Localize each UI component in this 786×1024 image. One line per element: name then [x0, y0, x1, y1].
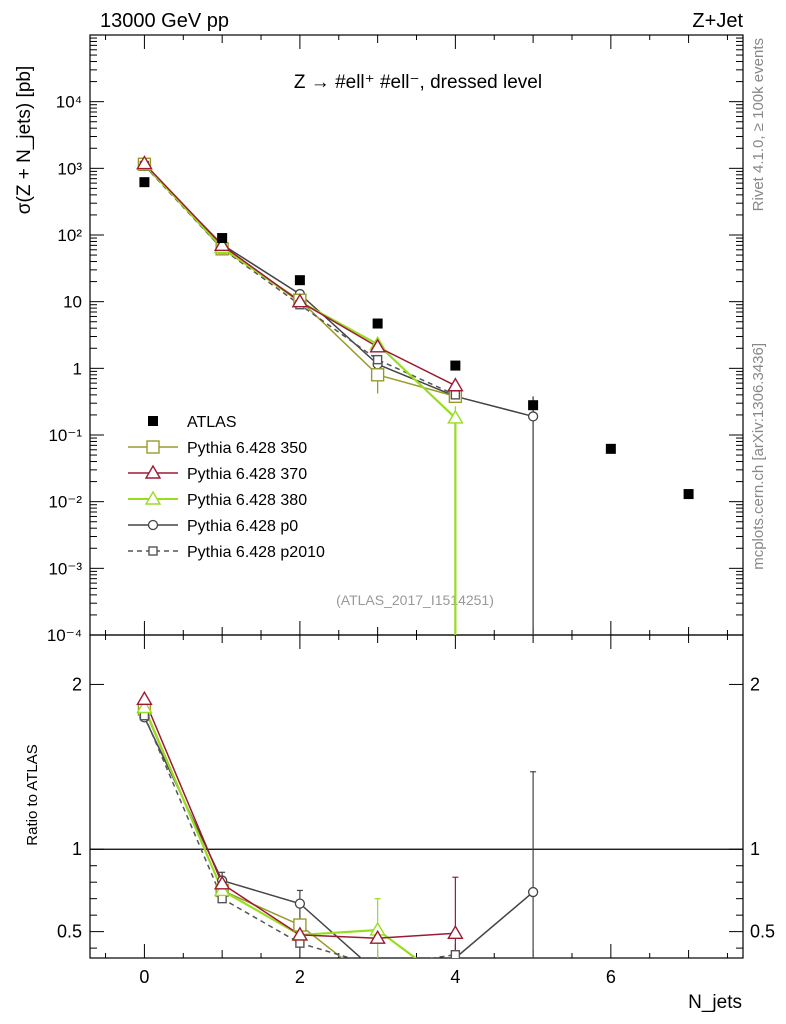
atlas-data-point	[294, 275, 305, 286]
ratio-data-point	[136, 690, 153, 705]
y-tick-label: 10	[63, 293, 82, 312]
atlas-data-point	[528, 400, 539, 411]
x-tick-label: 0	[139, 967, 149, 987]
y-tick-label: 10⁴	[56, 93, 82, 112]
legend-marker	[148, 416, 158, 426]
atlas-data-point	[605, 443, 616, 454]
ratio-y-tick-label: 0.5	[57, 922, 82, 942]
main-y-axis-label: σ(Z + N_jets) [pb]	[14, 66, 35, 214]
data-point	[447, 409, 464, 424]
legend-label: Pythia 6.428 380	[187, 492, 307, 509]
ratio-data-point	[450, 950, 461, 958]
y-tick-label: 10³	[57, 159, 82, 178]
data-point	[447, 377, 464, 392]
legend-marker	[147, 519, 159, 531]
data-point	[527, 411, 539, 422]
atlas-data-point	[683, 489, 694, 500]
header-process-label: Z+Jet	[692, 10, 743, 32]
atlas-data-point	[450, 360, 461, 371]
series-line	[143, 163, 456, 387]
x-axis-label: N_jets	[688, 992, 742, 1013]
series-line	[143, 165, 534, 418]
legend-label: ATLAS	[187, 414, 237, 431]
ratio-data-point	[447, 924, 464, 939]
legend-label: Pythia 6.428 350	[187, 440, 307, 457]
y-tick-label: 10⁻⁴	[47, 626, 82, 645]
ratio-data-point	[213, 875, 231, 890]
atlas-data-point	[139, 177, 150, 188]
ratio-data-point	[294, 898, 306, 909]
legend-marker	[144, 464, 162, 479]
ratio-y-tick-label: 2	[72, 674, 82, 694]
legend-marker	[148, 546, 158, 556]
y-tick-label: 10⁻¹	[48, 426, 82, 445]
legend-marker	[144, 490, 162, 505]
data-point	[450, 390, 461, 400]
data-point	[136, 155, 153, 170]
legend-label: Pythia 6.428 p0	[187, 518, 298, 535]
ratio-data-point	[136, 699, 153, 714]
ratio-y-tick-label: 1	[72, 839, 82, 859]
ratio-y-tick-label-right: 2	[750, 674, 760, 694]
ratio-data-point	[291, 926, 309, 941]
y-tick-label: 10²	[57, 226, 82, 245]
legend-marker	[146, 440, 160, 454]
atlas-data-point	[217, 233, 228, 244]
x-tick-label: 2	[295, 967, 305, 987]
y-tick-label: 1	[73, 359, 82, 378]
analysis-label: (ATLAS_2017_I1514251)	[336, 592, 494, 608]
ratio-plot-frame	[89, 634, 744, 959]
data-point	[370, 368, 385, 382]
mcplots-label: mcplots.cern.ch [arXiv:1306.3436]	[750, 343, 767, 570]
ratio-data-point	[527, 886, 539, 898]
legend-label: Pythia 6.428 p2010	[187, 544, 325, 561]
legend-label: Pythia 6.428 370	[187, 466, 307, 483]
ratio-y-axis-label: Ratio to ATLAS	[24, 744, 41, 845]
data-point	[369, 338, 386, 353]
header-energy-label: 13000 GeV pp	[100, 10, 229, 32]
ratio-data-point	[369, 929, 386, 944]
y-tick-label: 10⁻²	[48, 493, 82, 512]
rivet-version-label: Rivet 4.1.0, ≥ 100k events	[750, 38, 767, 211]
data-point	[291, 293, 309, 308]
y-tick-label: 10⁻³	[48, 559, 82, 578]
ratio-y-tick-label-right: 1	[750, 839, 760, 859]
ratio-y-tick-label-right: 0.5	[750, 922, 775, 942]
x-tick-label: 4	[450, 967, 460, 987]
plot-title: Z → #ell⁺ #ell⁻, dressed level	[294, 72, 542, 93]
atlas-data-point	[372, 318, 383, 329]
data-point	[213, 236, 231, 252]
data-point	[372, 354, 383, 365]
x-tick-label: 6	[606, 967, 616, 987]
